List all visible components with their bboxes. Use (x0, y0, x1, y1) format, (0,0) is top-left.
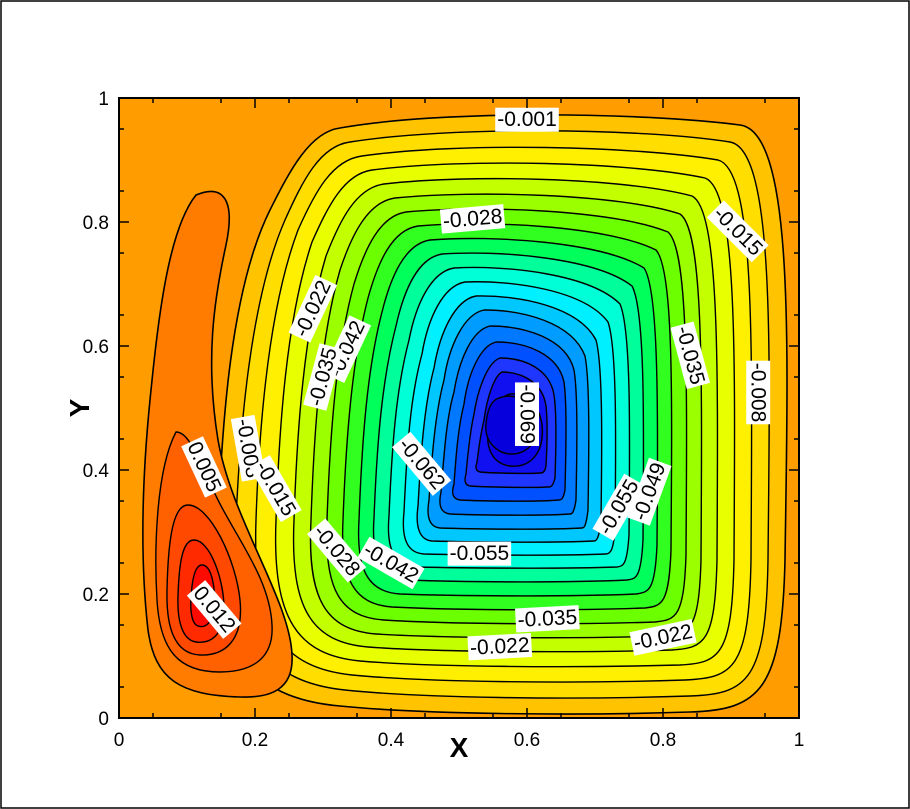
y-tick-label: 0 (98, 709, 109, 730)
contour-label-text: -0.008 (747, 363, 770, 423)
contour-label-background (306, 518, 367, 583)
y-tick-label: 0.8 (83, 213, 109, 234)
y-axis-title: Y (64, 398, 95, 417)
x-axis-title: X (450, 732, 469, 763)
contour-label-text: -0.022 (469, 634, 530, 660)
axis-ticks: 0 0.2 0.4 0.6 0.8 1 0 0.2 0.4 0.6 0.8 1 (83, 89, 805, 751)
contour-label-text: -0.055 (450, 542, 510, 565)
contour-label-background (249, 455, 302, 523)
contour-label-background (186, 580, 242, 639)
contour-label-background (391, 431, 452, 496)
contour-label-background (181, 436, 227, 498)
contour-label-background (495, 107, 559, 132)
contour-label-background (627, 457, 672, 526)
y-tick-label: 0.6 (83, 337, 109, 358)
contour-label-background (303, 343, 343, 411)
contour-label-text: -0.069 (516, 384, 539, 444)
contour-label-background (515, 382, 539, 446)
contour-label: -0.008 (746, 360, 771, 425)
contour-label: -0.069 (515, 382, 539, 446)
x-tick-label: 0.6 (514, 730, 540, 751)
contour-label-background (467, 633, 533, 661)
contour-label-background (439, 204, 506, 234)
contour-label-background (706, 200, 769, 263)
contour-label-text: -0.001 (497, 108, 557, 131)
contour-label: -0.055 (447, 541, 512, 566)
contour-label-background (357, 536, 425, 590)
contour-label-text: -0.035 (517, 606, 578, 632)
y-tick-label: 0.4 (83, 461, 110, 482)
x-tick-label: 0.4 (378, 730, 405, 751)
x-tick-label: 0.8 (650, 730, 676, 751)
contour-label-background (447, 541, 512, 566)
x-tick-label: 0 (114, 730, 125, 751)
x-tick-label: 1 (794, 730, 805, 751)
contour-label-text: -0.028 (442, 205, 503, 233)
contour-label-background (746, 360, 771, 425)
x-tick-label: 0.2 (242, 730, 268, 751)
contour-label: -0.022 (467, 633, 533, 661)
plot-border (118, 97, 800, 719)
contour-label: -0.001 (495, 107, 559, 132)
contour-label: -0.028 (439, 204, 506, 234)
contour-label-background (629, 619, 697, 656)
contour-label-background (592, 473, 646, 541)
contour-label-background (670, 321, 711, 390)
contour-label-background (288, 274, 338, 343)
contour-label: -0.035 (515, 605, 580, 633)
y-tick-label: 1 (98, 89, 109, 110)
contour-label-background (515, 605, 580, 633)
y-tick-label: 0.2 (83, 585, 109, 606)
